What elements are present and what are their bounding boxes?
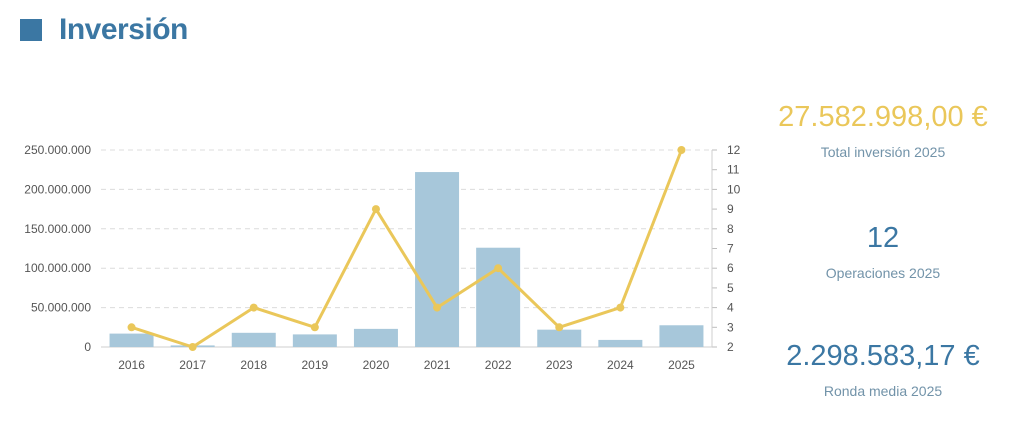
left-axis-tick-label: 50.000.000 — [31, 301, 91, 315]
right-axis-tick-label: 6 — [727, 261, 734, 275]
x-axis-tick-label: 2020 — [363, 358, 390, 372]
investment-bar — [353, 328, 398, 347]
right-axis-tick-label: 2 — [727, 340, 734, 354]
investment-bar — [231, 332, 276, 347]
kpi-average-label: Ronda media 2025 — [823, 383, 943, 399]
right-axis-tick-label: 8 — [727, 222, 734, 236]
investment-bar — [415, 172, 460, 347]
x-axis-tick-label: 2021 — [424, 358, 451, 372]
operations-line — [131, 149, 683, 349]
right-axis-tick-label: 11 — [727, 163, 740, 177]
operations-point — [127, 323, 136, 332]
operations-point — [371, 205, 380, 214]
right-axis-tick-label: 3 — [727, 320, 734, 334]
x-axis-tick-label: 2022 — [485, 358, 512, 372]
page-title: Inversión — [59, 13, 188, 46]
operations-point — [188, 343, 197, 351]
right-axis-tick-label: 7 — [727, 242, 734, 256]
x-axis-tick-label: 2019 — [301, 358, 328, 372]
kpi-operations: 12 Operaciones 2025 — [760, 221, 1006, 281]
section-header: Inversión — [20, 10, 188, 50]
kpi-total-value: 27.582.998,00 € — [778, 101, 988, 133]
investment-bar — [537, 329, 582, 347]
kpi-average-round: 2.298.583,17 € Ronda media 2025 — [760, 339, 1006, 399]
x-axis-tick-label: 2023 — [546, 358, 573, 372]
right-axis-tick-label: 12 — [727, 143, 741, 157]
right-axis-tick-label: 5 — [727, 281, 734, 295]
investment-bar — [598, 339, 643, 347]
kpi-operations-value: 12 — [866, 222, 900, 254]
x-axis-tick-label: 2024 — [607, 358, 634, 372]
investment-chart: 0 50.000.000 100.000.000 150.000.000 200.000… — [24, 143, 741, 372]
operations-point — [249, 303, 258, 312]
left-axis-tick-label: 150.000.000 — [24, 222, 91, 236]
right-axis-tick-label: 4 — [727, 301, 734, 315]
operations-point — [555, 323, 564, 332]
left-axis-tick-label: 200.000.000 — [24, 182, 91, 196]
x-axis-tick-label: 2017 — [179, 358, 206, 372]
operations-point — [677, 146, 686, 154]
kpi-total-investment: 27.582.998,00 € Total inversión 2025 — [760, 100, 1006, 160]
kpi-operations-label: Operaciones 2025 — [825, 265, 941, 281]
right-axis-tick-label: 10 — [727, 182, 741, 196]
investment-bar — [109, 333, 154, 347]
x-axis-tick-label: 2016 — [118, 358, 145, 372]
kpi-total-label: Total inversión 2025 — [820, 144, 946, 160]
investment-bar — [659, 325, 704, 347]
left-axis-tick-label: 250.000.000 — [24, 143, 91, 157]
right-axis-tick-label: 9 — [727, 202, 734, 216]
operations-point — [433, 303, 442, 312]
investment-bar — [476, 247, 521, 347]
operations-point — [494, 264, 503, 273]
kpi-average-value: 2.298.583,17 € — [786, 340, 980, 372]
x-axis-tick-label: 2018 — [240, 358, 267, 372]
operations-point — [616, 303, 625, 312]
x-axis-tick-label: 2025 — [668, 358, 695, 372]
section-square-icon — [20, 19, 42, 41]
investment-bar — [292, 334, 337, 347]
left-axis-tick-label: 100.000.000 — [24, 261, 91, 275]
operations-point — [310, 323, 319, 332]
left-axis-tick-label: 0 — [84, 340, 91, 354]
